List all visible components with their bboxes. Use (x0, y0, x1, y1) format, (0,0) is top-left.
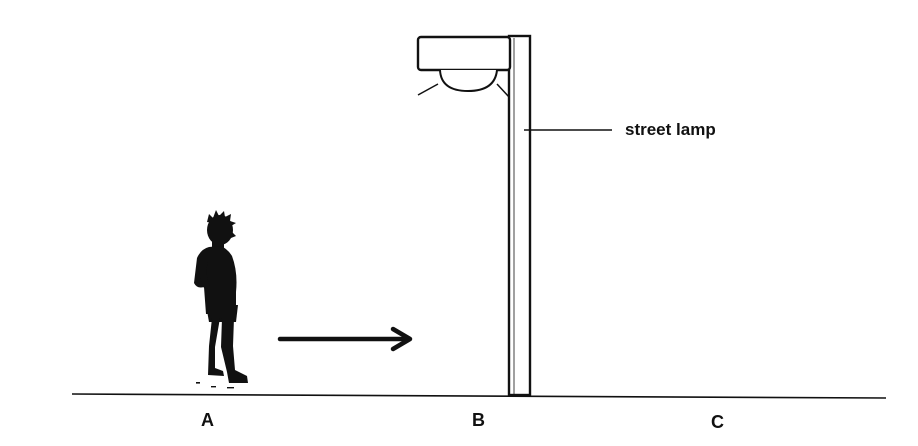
lamp-head (416, 35, 512, 72)
point-c-label: C (711, 412, 724, 432)
street-lamp-label: street lamp (625, 120, 716, 139)
direction-arrow (277, 326, 413, 352)
lamp-light-ray-right (496, 83, 510, 98)
lamp-light-ray-left (417, 83, 439, 96)
lamp-post (507, 34, 532, 397)
point-b-label: B (472, 410, 485, 430)
lamp-bulb-cover (439, 69, 498, 93)
point-a-label: A (201, 410, 214, 430)
walking-child-silhouette (194, 210, 248, 389)
ground-line (71, 393, 887, 399)
street-lamp (416, 34, 532, 397)
